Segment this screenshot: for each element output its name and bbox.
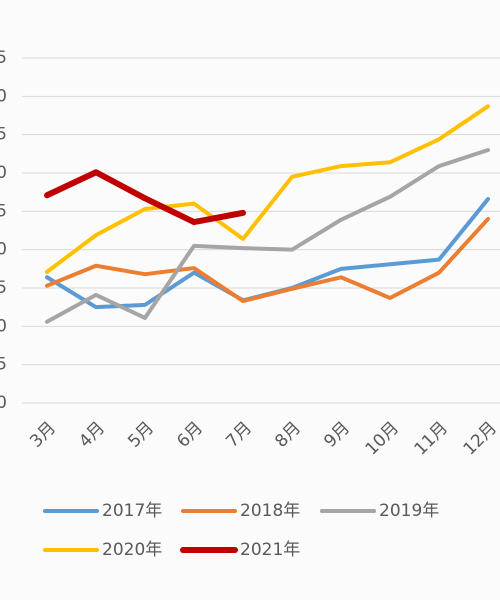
- x-tick-label: 11月: [411, 418, 452, 459]
- series-line: [44, 169, 246, 226]
- y-tick-label: 0: [0, 393, 7, 413]
- y-tick-label: 15: [0, 278, 7, 298]
- legend-label: 2021年: [240, 540, 300, 560]
- y-tick-label: 5: [0, 355, 7, 375]
- x-tick-label: 12月: [460, 418, 500, 459]
- x-tick-label: 9月: [320, 418, 354, 452]
- y-tick-label: 35: [0, 125, 7, 145]
- x-tick-label: 4月: [75, 418, 109, 452]
- x-tick-label: 3月: [26, 418, 60, 452]
- x-tick-label: 8月: [271, 418, 305, 452]
- y-tick-label: 30: [0, 163, 7, 183]
- series-line: [45, 104, 490, 274]
- y-tick-label: 25: [0, 201, 7, 221]
- legend-label: 2017年: [102, 501, 162, 521]
- series-line: [45, 197, 490, 310]
- x-tick-label: 6月: [173, 418, 207, 452]
- series-line: [45, 217, 490, 304]
- legend-label: 2018年: [240, 501, 300, 521]
- x-tick-label: 10月: [362, 418, 403, 459]
- y-tick-label: 20: [0, 240, 7, 260]
- y-tick-label: 40: [0, 86, 7, 106]
- x-tick-label: 7月: [222, 418, 256, 452]
- x-tick-label: 5月: [124, 418, 158, 452]
- series-line: [45, 148, 490, 324]
- y-tick-label: 45: [0, 48, 7, 68]
- y-tick-label: 10: [0, 316, 7, 336]
- legend-label: 2020年: [102, 540, 162, 560]
- legend-label: 2019年: [379, 501, 439, 521]
